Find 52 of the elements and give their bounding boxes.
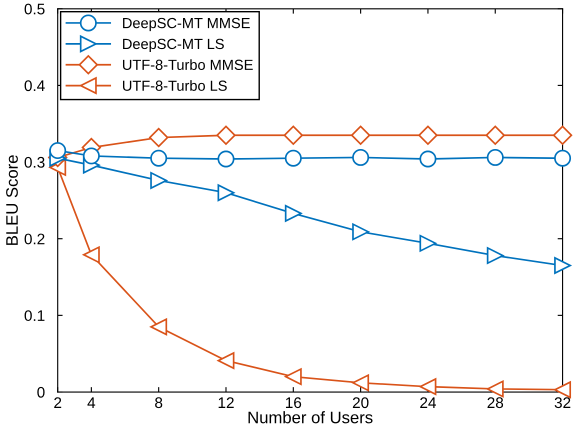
y-axis-title: BLEU Score [6, 155, 18, 245]
y-tick-label: 0.1 [24, 310, 44, 322]
point [486, 148, 504, 166]
x-axis-title: Number of Users [248, 411, 373, 424]
y-tick-label: 0 [37, 386, 45, 398]
x-tick-label: 28 [488, 397, 504, 408]
point [150, 150, 168, 167]
point [284, 126, 303, 145]
y-tick-label: 0.5 [24, 4, 45, 14]
point [218, 352, 234, 370]
point [49, 142, 66, 160]
point [352, 148, 370, 166]
point [419, 378, 436, 396]
point [150, 172, 168, 189]
x-tick-label: 32 [554, 397, 570, 408]
y-tick-label: 0.4 [24, 80, 45, 92]
point [554, 150, 572, 167]
x-tick-label: 4 [87, 397, 96, 408]
y-tick-label: 0.3 [24, 156, 45, 168]
x-tick-label: 16 [286, 397, 302, 408]
point [352, 374, 370, 392]
point [554, 257, 572, 274]
legend-label: UTF-8-Turbo MMSE [122, 59, 253, 70]
x-tick-label: 8 [155, 397, 162, 408]
y-tick-label: 0.2 [24, 234, 44, 244]
legend-label: DeepSC-MT LS [123, 38, 224, 52]
point [218, 150, 234, 168]
x-tick-label: 20 [352, 397, 369, 408]
point [216, 126, 236, 145]
point [284, 150, 302, 167]
point [552, 126, 572, 145]
point [149, 128, 168, 148]
point [486, 126, 505, 145]
point [419, 150, 436, 168]
x-tick-label: 2 [54, 397, 62, 408]
point [82, 246, 100, 264]
point [418, 126, 438, 145]
point [486, 380, 504, 398]
point [82, 147, 100, 164]
point [419, 234, 436, 252]
point [284, 368, 302, 386]
point [352, 223, 370, 240]
point [486, 247, 504, 264]
x-tick-label: 24 [420, 397, 436, 408]
x-tick-label: 12 [218, 397, 234, 408]
point [350, 126, 370, 145]
legend-label: DeepSC-MT MMSE [123, 18, 250, 32]
point [554, 381, 572, 398]
point [150, 318, 168, 336]
point [218, 184, 234, 202]
point [284, 204, 302, 222]
legend-label: UTF-8-Turbo LS [122, 80, 227, 91]
